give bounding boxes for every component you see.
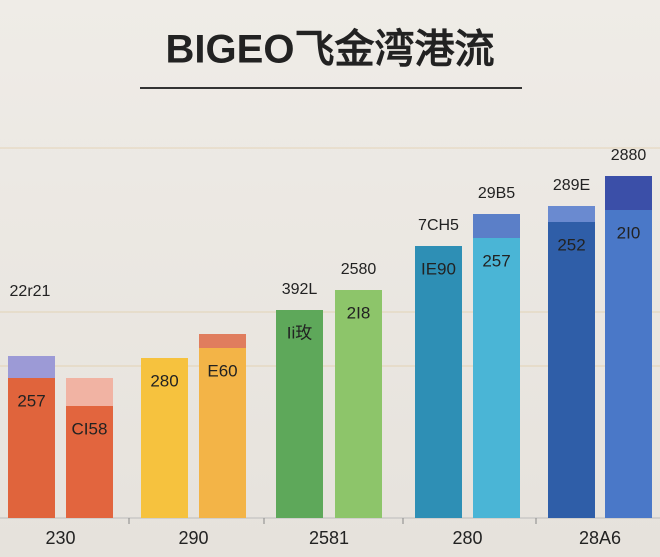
bar-cap xyxy=(8,356,55,378)
bar xyxy=(8,378,55,518)
bar-cap xyxy=(473,214,520,238)
bar xyxy=(473,238,520,518)
top-label: 7CH5 xyxy=(418,217,459,234)
top-label: 2580 xyxy=(341,261,377,278)
value-label: 252 xyxy=(557,235,585,254)
x-tick-label: 28A6 xyxy=(579,528,621,548)
bar xyxy=(548,222,595,518)
bar xyxy=(335,290,382,518)
top-label: 392L xyxy=(282,281,318,298)
x-tick-label: 280 xyxy=(452,528,482,548)
bar-cap xyxy=(199,334,246,348)
bar xyxy=(66,406,113,518)
value-label: IE90 xyxy=(421,259,456,278)
x-tick-label: 230 xyxy=(45,528,75,548)
value-label: 257 xyxy=(17,391,45,410)
value-label: 2I8 xyxy=(347,303,371,322)
value-label: Ii玫 xyxy=(287,323,313,342)
x-tick-label: 2581 xyxy=(309,528,349,548)
value-label: CI58 xyxy=(72,419,108,438)
value-label: 2I0 xyxy=(617,223,641,242)
bar-cap xyxy=(66,378,113,406)
value-label: E60 xyxy=(207,361,237,380)
chart-title: BIGEO飞金湾港流 xyxy=(166,27,495,72)
bar xyxy=(199,348,246,518)
value-label: 257 xyxy=(482,251,510,270)
bar xyxy=(605,210,652,518)
top-label: 29B5 xyxy=(478,185,515,202)
value-label: 280 xyxy=(150,371,178,390)
bar xyxy=(415,246,462,518)
bar xyxy=(141,358,188,518)
bar xyxy=(276,310,323,518)
bar-cap xyxy=(605,176,652,210)
x-tick-label: 290 xyxy=(178,528,208,548)
top-label: 289E xyxy=(553,177,590,194)
bar-cap xyxy=(548,206,595,222)
top-label: 2880 xyxy=(611,147,647,164)
top-label: 22r21 xyxy=(10,283,51,300)
